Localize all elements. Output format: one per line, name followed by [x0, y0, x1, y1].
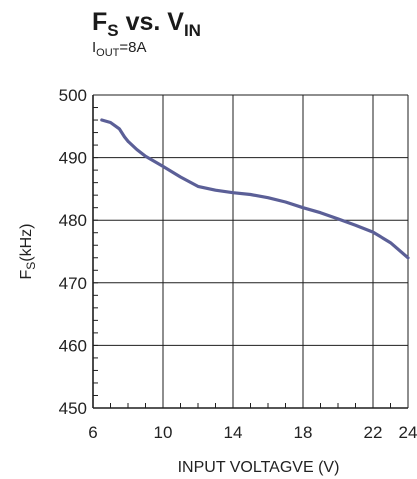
y-tick-label: 500	[59, 86, 87, 105]
subtitle-rest: =8A	[119, 39, 147, 56]
series-line	[100, 118, 410, 260]
x-tick-label: 18	[294, 423, 313, 442]
x-tick-label: 14	[224, 423, 243, 442]
chart-subtitle: IOUT=8A	[92, 39, 147, 59]
y-tick-label: 460	[59, 336, 87, 355]
title-main: F	[92, 8, 108, 36]
y-tick-label: 450	[59, 399, 87, 418]
x-tick-label: 24	[399, 423, 417, 442]
x-axis-label: INPUT VOLTAGVE (V)	[178, 459, 340, 476]
chart-title: FS vs. VIN	[92, 8, 201, 40]
x-tick-label: 6	[88, 423, 97, 442]
title-subscript-2: IN	[183, 21, 201, 40]
title-middle: vs. V	[118, 8, 184, 36]
subtitle-subscript: OUT	[96, 47, 120, 59]
subtitle-main: I	[92, 39, 97, 56]
y-tick-label: 490	[59, 149, 87, 168]
y-tick-label: 470	[59, 274, 87, 293]
title-subscript: S	[107, 21, 119, 40]
y-tick-label: 480	[59, 211, 87, 230]
x-tick-label: 22	[364, 423, 383, 442]
y-axis-label: FS(kHz)	[18, 223, 38, 279]
x-tick-label: 10	[154, 423, 173, 442]
plot-area	[93, 95, 408, 408]
